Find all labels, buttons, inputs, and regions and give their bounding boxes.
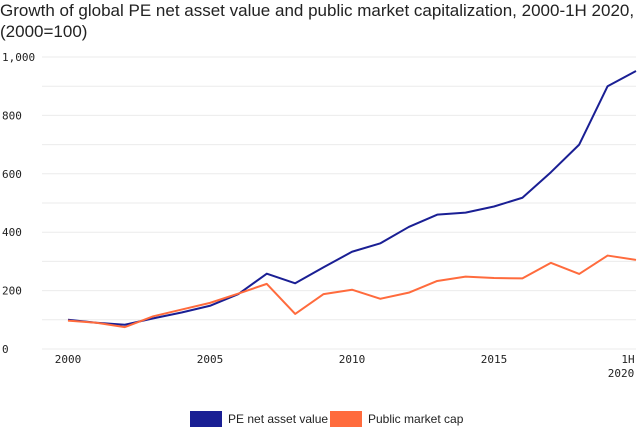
- x-tick-label: 2020: [608, 367, 635, 380]
- y-tick-label: 800: [2, 109, 22, 122]
- x-tick-label: 2010: [339, 353, 366, 366]
- y-tick-label: 1,000: [2, 51, 35, 64]
- chart-title: Growth of global PE net asset value and …: [0, 1, 635, 41]
- x-tick-label: 2000: [55, 353, 82, 366]
- y-tick-label: 400: [2, 226, 22, 239]
- y-tick-label: 600: [2, 168, 22, 181]
- x-tick-label: 2005: [197, 353, 224, 366]
- x-tick-label: 2015: [481, 353, 508, 366]
- legend-label: PE net asset value: [228, 412, 328, 426]
- series-line-public-market-cap: [67, 254, 637, 329]
- legend-label: Public market cap: [368, 412, 464, 426]
- series-line-pe-nav: [67, 70, 637, 326]
- legend-swatch: [330, 411, 362, 427]
- x-tick-label: 1H: [621, 353, 634, 366]
- legend-swatch: [190, 411, 222, 427]
- y-tick-label: 0: [2, 343, 9, 356]
- y-tick-label: 200: [2, 285, 22, 298]
